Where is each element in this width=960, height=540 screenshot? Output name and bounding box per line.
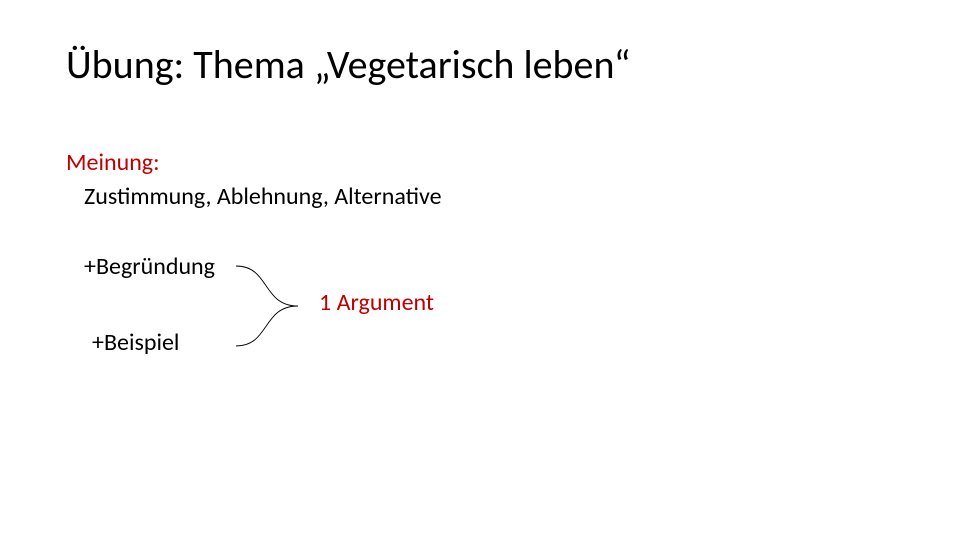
- begruendung-line: +Begründung: [84, 252, 215, 281]
- slide-title: Übung: Thema „Vegetarisch leben“: [66, 40, 631, 89]
- argument-label: 1 Argument: [319, 288, 434, 317]
- meinung-label-text: Meinung:: [66, 148, 160, 177]
- brace-icon: [230, 256, 310, 356]
- argument-label-text: 1 Argument: [319, 288, 434, 317]
- slide: Übung: Thema „Vegetarisch leben“ Meinung…: [0, 0, 960, 540]
- meinung-options: Zustimmung, Ablehnung, Alternative: [84, 182, 442, 211]
- beispiel-line: +Beispiel: [92, 328, 179, 357]
- meinung-label: Meinung:: [66, 148, 160, 177]
